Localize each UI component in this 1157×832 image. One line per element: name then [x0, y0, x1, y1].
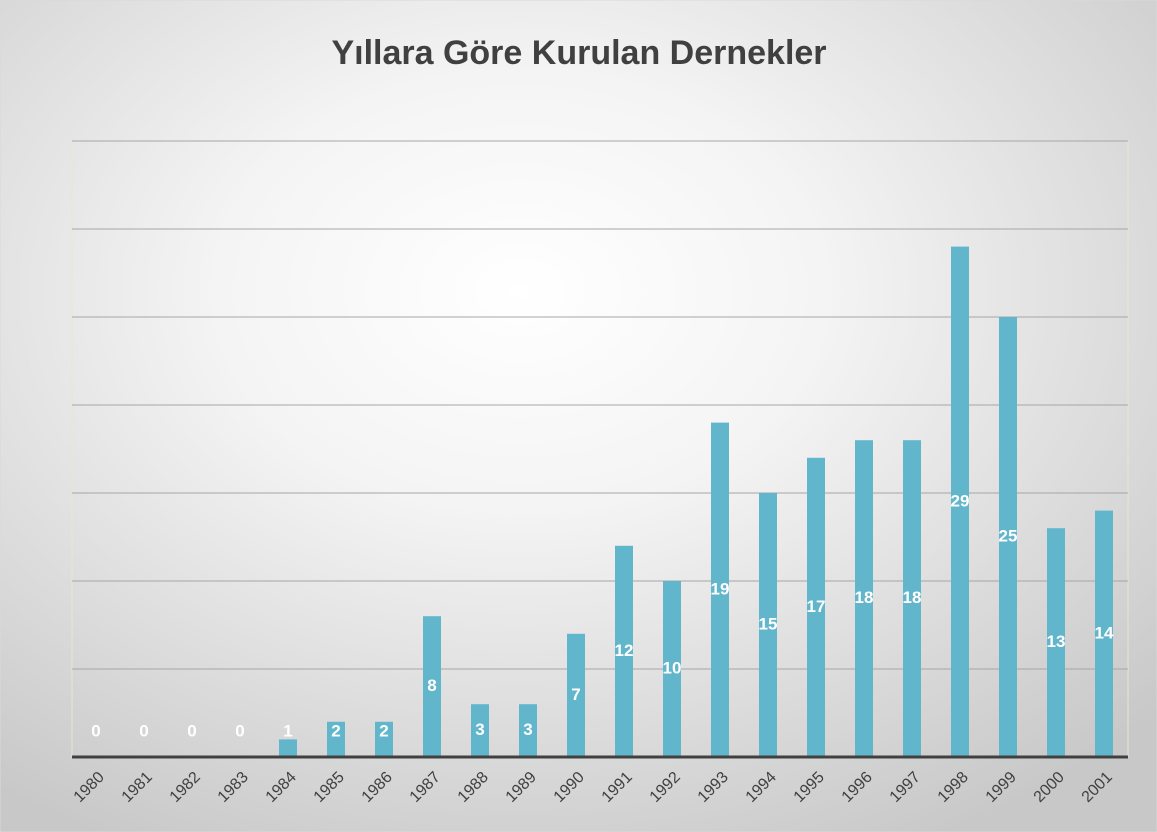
bar: [999, 317, 1017, 757]
data-label: 29: [951, 491, 970, 510]
bar: [1047, 528, 1065, 757]
bar: [759, 493, 777, 757]
bar: [663, 581, 681, 757]
data-label: 10: [663, 658, 682, 677]
bar: [615, 545, 633, 757]
bar: [375, 721, 393, 757]
bar: [327, 721, 345, 757]
data-label: 25: [999, 526, 1018, 545]
data-label: 3: [523, 720, 532, 739]
data-label: 18: [855, 588, 874, 607]
bar: [567, 633, 585, 757]
bar: [903, 440, 921, 757]
bar: [807, 457, 825, 757]
data-label: 2: [379, 721, 388, 740]
data-label: 0: [91, 721, 100, 740]
data-label: 18: [903, 588, 922, 607]
bar: [711, 422, 729, 757]
chart-title: Yıllara Göre Kurulan Dernekler: [331, 34, 826, 72]
data-label: 14: [1095, 623, 1114, 642]
bar: [471, 704, 489, 757]
data-label: 13: [1047, 632, 1066, 651]
data-label: 15: [759, 614, 778, 633]
data-label: 0: [235, 721, 244, 740]
data-label: 8: [427, 676, 436, 695]
data-label: 1: [283, 721, 292, 740]
data-label: 0: [187, 721, 196, 740]
data-label: 7: [571, 685, 580, 704]
data-label: 3: [475, 720, 484, 739]
bar: [951, 246, 969, 757]
bar: [855, 440, 873, 757]
data-label: 2: [331, 721, 340, 740]
data-label: 12: [615, 641, 634, 660]
data-label: 17: [807, 597, 826, 616]
bar: [423, 616, 441, 757]
bar: [279, 739, 297, 757]
bar: [1095, 510, 1113, 757]
data-label: 0: [139, 721, 148, 740]
data-label: 19: [711, 579, 730, 598]
bar: [519, 704, 537, 757]
